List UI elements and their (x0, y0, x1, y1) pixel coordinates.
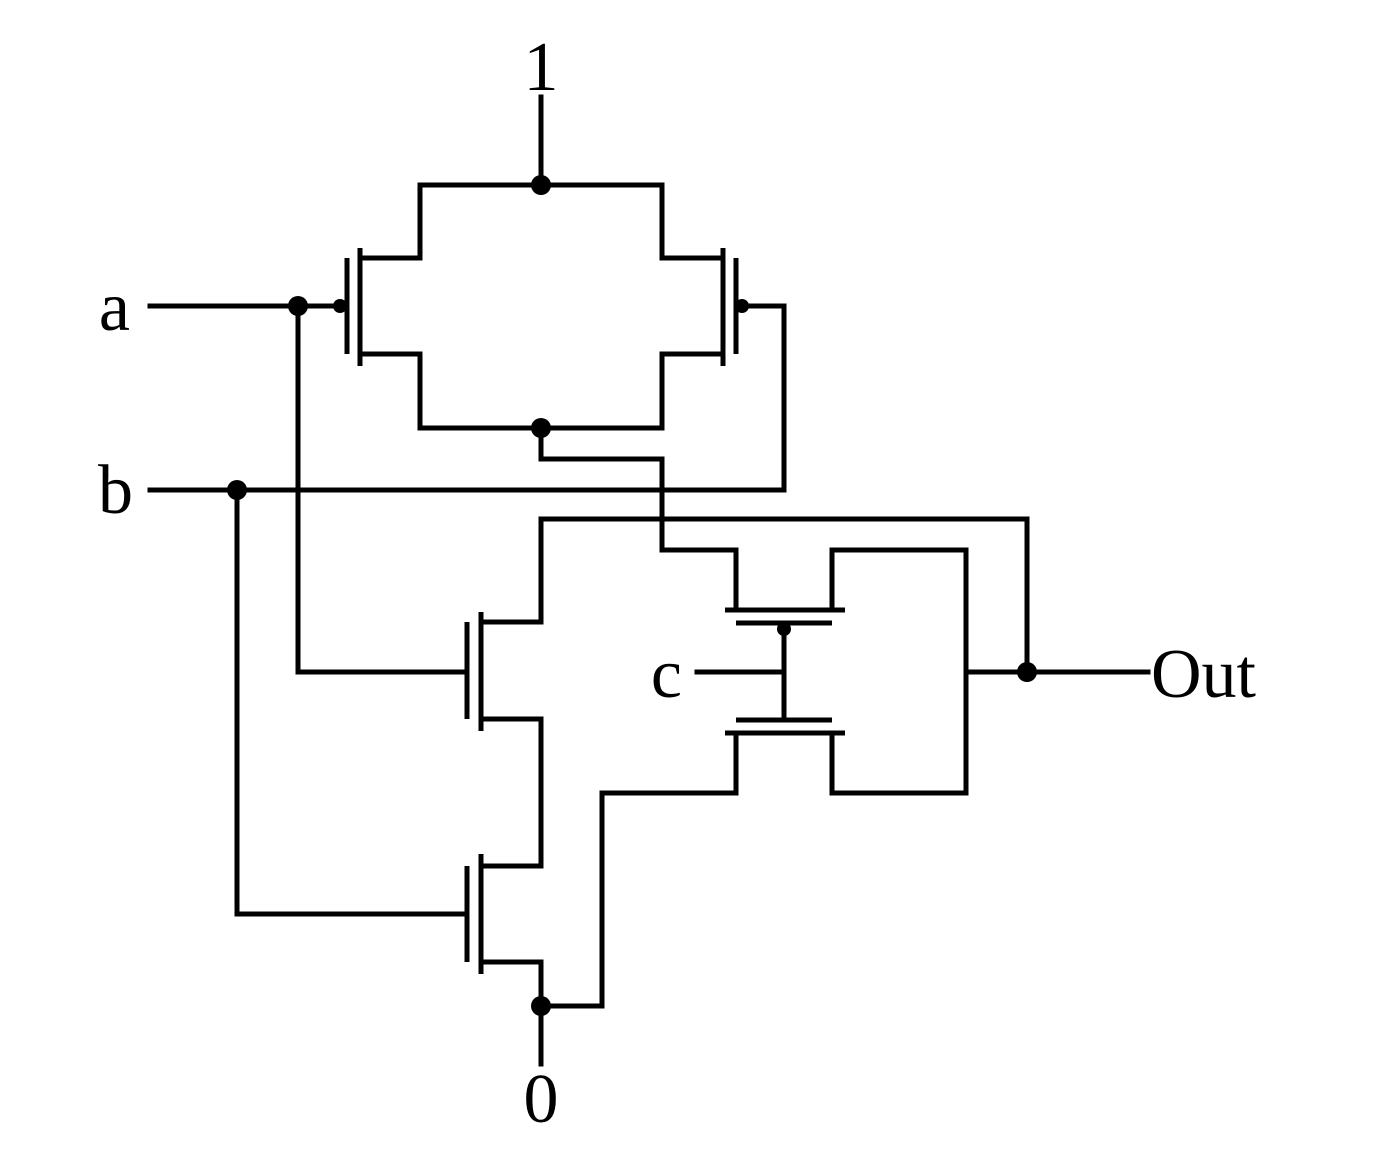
gate-c-junction-dot (777, 622, 791, 636)
pass-transistor-top (725, 547, 969, 626)
pmos-transistor-a (333, 182, 423, 431)
vdd-label: 1 (524, 29, 559, 106)
vdd-junction-dot (531, 175, 551, 195)
input-c-label: c (651, 636, 682, 713)
pullup-to-tgate-wire (538, 425, 739, 613)
pmos-transistor-b (659, 182, 749, 431)
input-a-junction-dot (288, 296, 308, 316)
gnd-label: 0 (524, 1061, 559, 1138)
pullup-junction-dot (531, 418, 551, 438)
pass-transistor-bottom (725, 717, 969, 796)
output-label: Out (1151, 636, 1257, 713)
nmos-transistor-b (464, 854, 544, 1009)
gnd-junction-dot (531, 996, 551, 1016)
gnd-to-tgate-wire (538, 730, 739, 1009)
input-b-junction-dot (227, 480, 247, 500)
input-b-down-wire (234, 487, 470, 917)
input-b-wire (147, 303, 787, 493)
nmos-transistor-a (464, 612, 544, 869)
input-a-label: a (99, 269, 130, 346)
output-junction-dot (1017, 662, 1037, 682)
input-b-label: b (98, 452, 133, 529)
input-a-down-wire (295, 303, 470, 675)
out-feedback-wire (538, 516, 1030, 675)
